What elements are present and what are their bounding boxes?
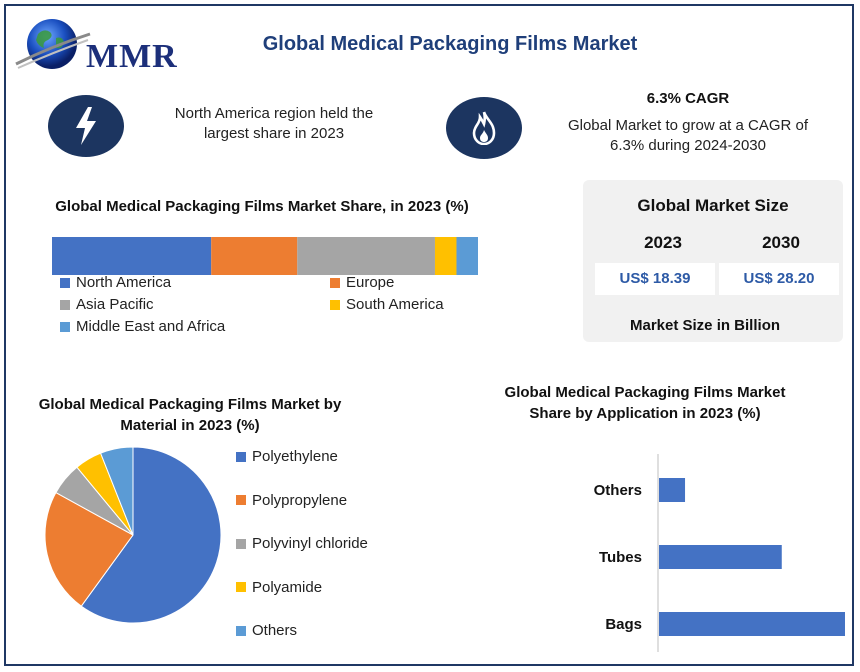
material-legend: Polyethylene Polypropylene Polyvinyl chlor…	[236, 448, 436, 648]
application-bar-bags	[659, 612, 845, 636]
material-legend-item: Polyvinyl chloride	[236, 535, 368, 552]
legend-label: South America	[346, 296, 444, 313]
market-size-footer: Market Size in Billion	[629, 317, 781, 334]
application-bar-label-bags: Bags	[605, 616, 642, 633]
market-size-value-2030: US$ 28.20	[719, 263, 839, 295]
region-legend-item: North America	[60, 274, 171, 291]
legend-swatch	[236, 495, 246, 505]
region-highlight-text: North America region held the largest sh…	[174, 105, 374, 142]
stack-segment-middle-east-and-africa	[456, 237, 478, 275]
legend-swatch	[236, 582, 246, 592]
pie-slice-polypropylene	[44, 491, 134, 607]
application-bar-others	[659, 478, 686, 502]
legend-label: Polyamide	[252, 578, 323, 596]
legend-swatch	[236, 538, 246, 549]
region-legend-item: Europe	[330, 274, 394, 291]
stack-segment-europe	[211, 237, 298, 275]
legend-swatch	[330, 299, 340, 310]
page-title: Global Medical Packaging Films Market	[262, 33, 638, 55]
material-legend-item: Others	[236, 622, 297, 639]
region-legend-item: Middle East and Africa	[60, 318, 225, 335]
legend-label: Middle East and Africa	[76, 318, 226, 335]
region-legend-item: Asia Pacific	[60, 296, 154, 313]
legend-swatch	[236, 451, 246, 462]
application-bar-label-tubes: Tubes	[599, 549, 642, 566]
highlight-icon-region	[48, 95, 124, 157]
application-bar-label-others: Others	[594, 482, 642, 499]
stack-segment-asia-pacific	[297, 237, 435, 275]
market-size-year-2023: 2023	[644, 233, 682, 252]
legend-label: Others	[252, 622, 298, 639]
material-legend-item: Polyethylene	[236, 448, 338, 465]
legend-label: North America	[76, 274, 172, 291]
application-bar-tubes	[659, 545, 782, 569]
stack-segment-north-america	[52, 237, 212, 275]
pie-slice-others	[99, 446, 134, 536]
legend-label: Polyethylene	[252, 448, 338, 465]
material-chart-title: Global Medical Packaging Films Market by…	[38, 396, 342, 434]
region-chart-title: Global Medical Packaging Films Market Sh…	[55, 198, 469, 215]
legend-swatch	[60, 321, 70, 332]
market-size-year-2030: 2030	[762, 233, 800, 252]
region-legend: North America Europe Asia Pacific South Ame…	[60, 274, 480, 342]
highlight-icon-cagr	[446, 97, 522, 159]
pie-slice-polyethylene	[80, 446, 222, 624]
material-legend-item: Polyamide	[236, 579, 322, 596]
flame-icon	[472, 111, 496, 145]
cagr-text: Global Market to grow at a CAGR of 6.3% …	[567, 117, 809, 154]
application-bar-chart: Others Tubes Bags	[594, 454, 845, 652]
material-legend-item: Polypropylene	[236, 492, 347, 509]
application-chart-title: Global Medical Packaging Films Market Sh…	[504, 384, 786, 422]
legend-label: Polypropylene	[252, 491, 348, 509]
legend-swatch	[60, 277, 70, 288]
market-size-value-2023: US$ 18.39	[595, 263, 715, 295]
region-legend-item: South America	[330, 296, 444, 313]
legend-label: Europe	[346, 274, 395, 291]
legend-label: Asia Pacific	[76, 296, 154, 313]
legend-swatch	[236, 625, 246, 636]
stack-segment-south-america	[434, 237, 457, 275]
legend-swatch	[60, 299, 70, 310]
market-size-title: Global Market Size	[637, 196, 789, 215]
globe-logo-icon	[15, 19, 91, 69]
cagr-title: 6.3% CAGR	[646, 90, 730, 107]
lightning-bolt-icon	[76, 107, 96, 145]
region-stacked-bar	[52, 237, 478, 275]
market-size-panel: Global Market Size 2023 2030 US$ 18.39 U…	[583, 180, 843, 342]
legend-label: Polyvinyl chloride	[252, 535, 368, 552]
legend-swatch	[330, 277, 340, 288]
logo-text: MMR	[86, 38, 178, 75]
infographic-frame	[4, 4, 854, 666]
material-pie-chart	[44, 446, 222, 624]
